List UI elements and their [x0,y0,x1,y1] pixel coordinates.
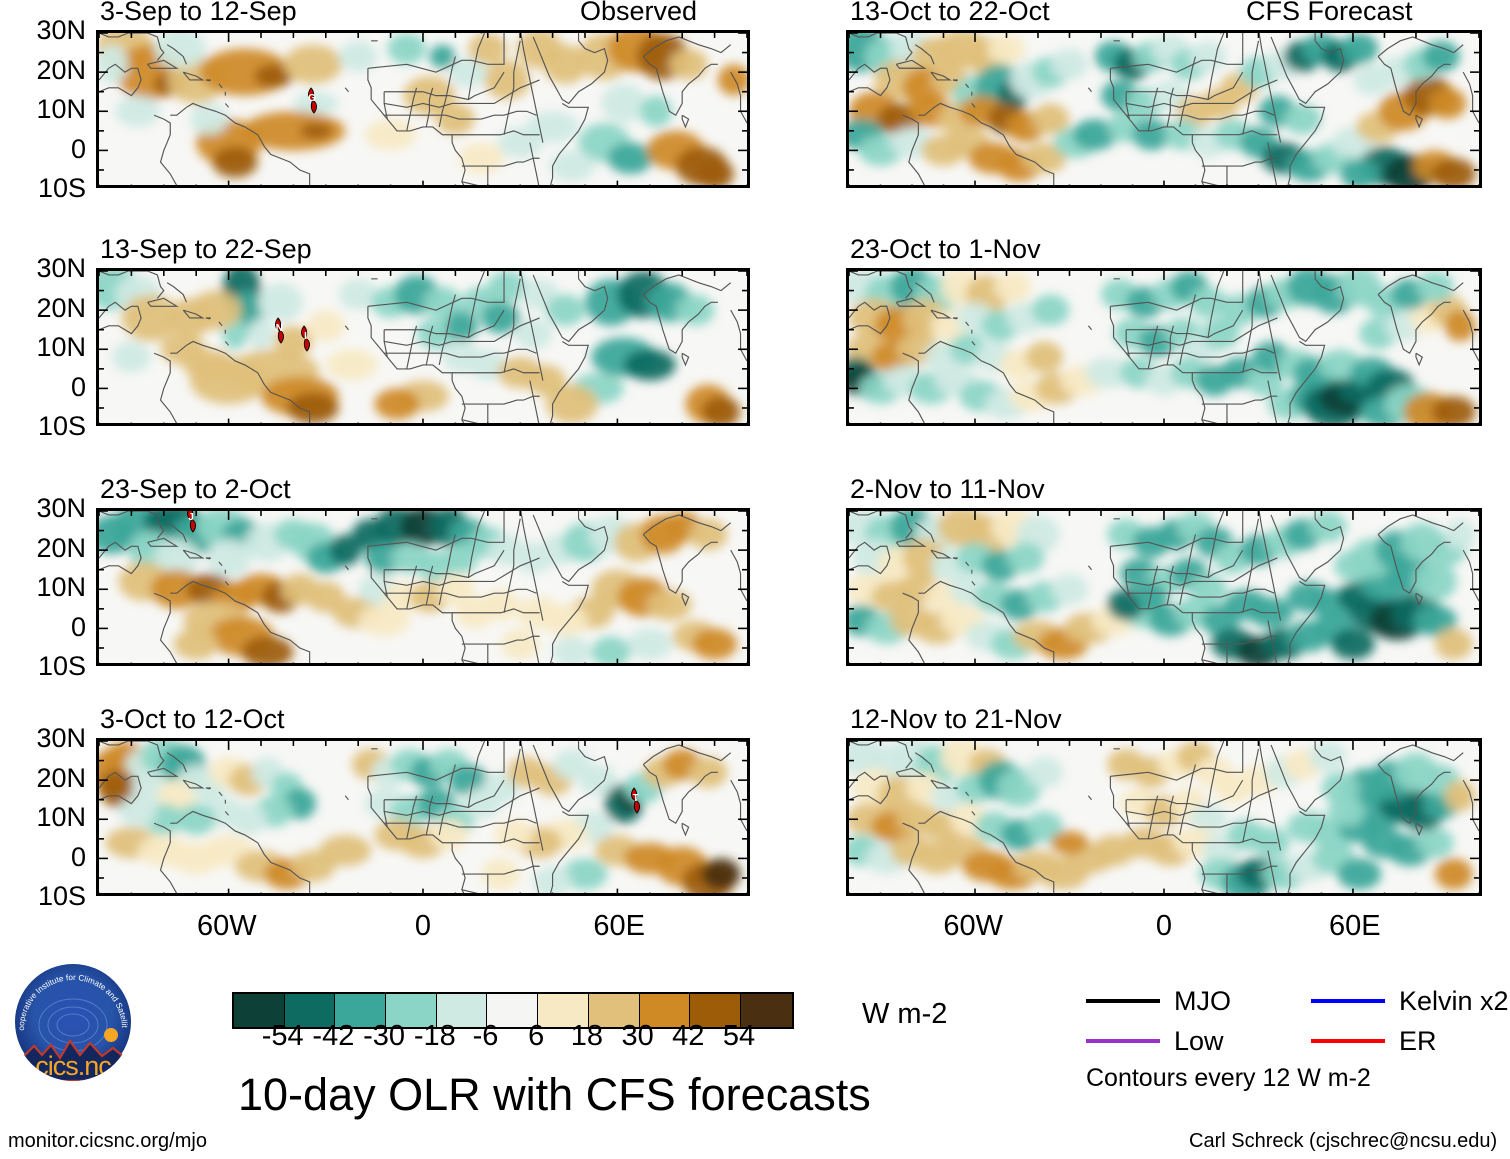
cyclone-marker-t: T [628,787,643,814]
colorbar-swatch-7 [588,994,640,1027]
cyclone-label: G [308,93,316,105]
colorbar-tick-6: 6 [528,1020,545,1052]
monitor-url: monitor.cicsnc.org/mjo [8,1130,207,1152]
map-panel-cfs-3 [846,508,1482,666]
lat-tick-20N: 20N [36,532,86,563]
lat-tick-10N: 10N [36,572,86,602]
map-canvas-obs-4 [99,741,747,893]
cyclone-label: J [188,511,194,523]
cyclone-marker-n: N [272,317,287,344]
map-panel-obs-3: J [96,508,750,666]
lat-tick-30N: 30N [36,15,86,45]
legend-swatch-line [1086,999,1160,1003]
lon-tick-right-60W: 60W [943,910,1003,942]
legend-swatch-line [1311,999,1385,1003]
lat-tick-10N: 10N [36,332,86,362]
lat-tick-0: 0 [70,371,86,402]
legend-label: Low [1174,1026,1224,1056]
lat-tick-0: 0 [70,133,86,164]
colorbar-swatch-10 [740,994,792,1027]
lon-tick-right-60E: 60E [1328,910,1381,942]
lat-tick-10S: 10S [37,651,86,681]
panel-title-cfs-3: 2-Nov to 11-Nov [850,474,1045,504]
colorbar-tick--54: -54 [261,1020,304,1052]
svg-text:cics.nc: cics.nc [35,1051,111,1081]
lat-tick-30N: 30N [36,493,86,523]
map-canvas-cfs-1 [849,33,1479,185]
map-panel-obs-4: T [96,738,750,896]
colorbar-tick-18: 18 [570,1020,604,1052]
cics-nc-logo: Cooperative Institute for Climate and Sa… [14,963,132,1081]
colorbar-swatch-2 [335,994,387,1027]
lat-tick-30N: 30N [36,723,86,753]
lat-tick-0: 0 [70,841,86,872]
lat-tick-10N: 10N [36,94,86,124]
map-panel-obs-1: G [96,30,750,188]
colorbar [232,992,794,1029]
colorbar-swatch-0 [234,994,285,1027]
figure-title: 10-day OLR with CFS forecasts [238,1069,871,1120]
map-panel-cfs-2 [846,268,1482,426]
map-panel-cfs-4 [846,738,1482,896]
map-canvas-obs-1 [99,33,747,185]
cyclone-label: I [304,331,307,343]
lat-tick-10S: 10S [37,173,86,203]
lat-tick-20N: 20N [36,762,86,793]
lat-tick-10S: 10S [37,411,86,441]
panel-title-obs-1: 3-Sep to 12-Sep [100,0,297,26]
map-canvas-cfs-3 [849,511,1479,663]
cyclone-label: T [632,793,639,805]
legend-label: Kelvin x2 [1399,986,1509,1016]
colorbar-swatch-5 [487,994,539,1027]
legend-swatch-line [1086,1039,1160,1043]
panel-title-obs-2: 13-Sep to 22-Sep [100,234,312,264]
legend-swatch-line [1311,1039,1385,1043]
colorbar-swatch-4 [436,994,488,1027]
column-header-observed: Observed [580,0,698,26]
colorbar-tick-30: 30 [621,1020,654,1052]
cyclone-label: N [275,323,283,335]
map-canvas-obs-2 [99,271,747,423]
colorbar-tick--30: -30 [363,1020,406,1052]
colorbar-tick-42: 42 [672,1020,705,1052]
map-canvas-obs-3 [99,511,747,663]
colorbar-swatch-6 [538,994,589,1027]
colorbar-tick--6: -6 [472,1020,499,1052]
lon-tick-left-60E: 60E [593,910,645,942]
map-canvas-cfs-2 [849,271,1479,423]
colorbar-swatch-1 [284,994,336,1027]
author-credit: Carl Schreck (cjschrec@ncsu.edu) [1189,1130,1498,1152]
cyclone-marker-g: G [305,87,320,114]
colorbar-units-label: W m-2 [862,998,948,1030]
panel-title-cfs-2: 23-Oct to 1-Nov [850,234,1041,264]
lat-tick-10S: 10S [37,881,86,911]
colorbar-tick-54: 54 [722,1020,756,1052]
panel-title-obs-4: 3-Oct to 12-Oct [100,704,285,734]
map-canvas-cfs-4 [849,741,1479,893]
lat-tick-20N: 20N [36,54,86,85]
lon-tick-right-0: 0 [1155,910,1173,942]
panel-title-cfs-1: 13-Oct to 22-Oct [850,0,1050,26]
lat-tick-10N: 10N [36,802,86,832]
legend-label: MJO [1174,986,1231,1016]
colorbar-swatch-3 [386,994,437,1027]
panel-title-obs-3: 23-Sep to 2-Oct [100,474,291,504]
map-panel-cfs-1 [846,30,1482,188]
lat-tick-30N: 30N [36,253,86,283]
lat-tick-0: 0 [70,611,86,642]
lon-tick-left-60W: 60W [196,910,257,942]
lat-tick-20N: 20N [36,292,86,323]
cyclone-marker-i: I [298,325,313,352]
panel-title-cfs-4: 12-Nov to 21-Nov [850,704,1062,734]
contour-interval-note: Contours every 12 W m-2 [1086,1064,1371,1092]
colorbar-swatch-8 [639,994,691,1027]
cyclone-marker-j: J [184,511,199,533]
column-header-cfs-forecast: CFS Forecast [1246,0,1413,26]
lon-tick-left-0: 0 [414,910,432,942]
legend-label: ER [1399,1026,1437,1056]
colorbar-swatch-9 [690,994,741,1027]
colorbar-tick--18: -18 [413,1020,456,1052]
colorbar-tick--42: -42 [312,1020,355,1052]
